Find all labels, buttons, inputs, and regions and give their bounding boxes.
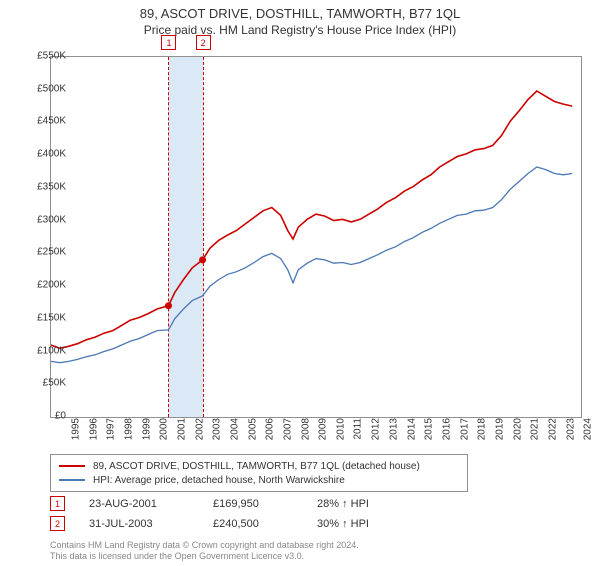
y-tick-label: £550K xyxy=(37,51,66,62)
x-tick-label: 1999 xyxy=(141,418,152,440)
x-tick-label: 1995 xyxy=(70,418,81,440)
y-tick-label: £50K xyxy=(43,378,66,389)
sale-row-1: 1 23-AUG-2001 £169,950 28% ↑ HPI xyxy=(50,496,369,511)
x-tick-label: 2005 xyxy=(247,418,258,440)
x-tick-label: 2016 xyxy=(441,418,452,440)
line-plot xyxy=(51,57,581,417)
legend-label: 89, ASCOT DRIVE, DOSTHILL, TAMWORTH, B77… xyxy=(93,461,420,472)
x-tick-label: 1996 xyxy=(88,418,99,440)
legend-label: HPI: Average price, detached house, Nort… xyxy=(93,475,345,486)
sale-date: 23-AUG-2001 xyxy=(89,498,189,510)
sale-price: £240,500 xyxy=(213,518,293,530)
x-tick-label: 2017 xyxy=(459,418,470,440)
x-tick-label: 2000 xyxy=(159,418,170,440)
y-tick-label: £0 xyxy=(55,411,66,422)
sale-delta: 30% ↑ HPI xyxy=(317,518,369,530)
series-price_paid xyxy=(51,91,572,348)
x-tick-label: 2021 xyxy=(530,418,541,440)
sale-delta: 28% ↑ HPI xyxy=(317,498,369,510)
sale-marker-2: 2 xyxy=(196,35,211,50)
x-tick-label: 2009 xyxy=(318,418,329,440)
x-tick-label: 2002 xyxy=(194,418,205,440)
footer-attribution: Contains HM Land Registry data © Crown c… xyxy=(50,540,359,562)
sale-date: 31-JUL-2003 xyxy=(89,518,189,530)
x-tick-label: 2001 xyxy=(176,418,187,440)
x-tick-label: 2004 xyxy=(229,418,240,440)
x-tick-label: 2023 xyxy=(565,418,576,440)
sale-point xyxy=(199,256,206,263)
legend-row: 89, ASCOT DRIVE, DOSTHILL, TAMWORTH, B77… xyxy=(59,459,459,473)
sale-row-2: 2 31-JUL-2003 £240,500 30% ↑ HPI xyxy=(50,516,369,531)
y-tick-label: £150K xyxy=(37,312,66,323)
x-tick-label: 2022 xyxy=(547,418,558,440)
legend-box: 89, ASCOT DRIVE, DOSTHILL, TAMWORTH, B77… xyxy=(50,454,468,492)
plot-area: 12 xyxy=(50,56,582,418)
legend-swatch xyxy=(59,465,85,467)
y-tick-label: £250K xyxy=(37,247,66,258)
x-tick-label: 1998 xyxy=(123,418,134,440)
x-tick-label: 2010 xyxy=(335,418,346,440)
y-tick-label: £350K xyxy=(37,181,66,192)
chart-title: 89, ASCOT DRIVE, DOSTHILL, TAMWORTH, B77… xyxy=(0,6,600,21)
x-tick-label: 2024 xyxy=(583,418,594,440)
y-tick-label: £500K xyxy=(37,83,66,94)
x-tick-label: 2003 xyxy=(212,418,223,440)
footer-line1: Contains HM Land Registry data © Crown c… xyxy=(50,540,359,551)
y-tick-label: £400K xyxy=(37,149,66,160)
x-tick-label: 2007 xyxy=(282,418,293,440)
x-tick-label: 2006 xyxy=(265,418,276,440)
x-tick-label: 2020 xyxy=(512,418,523,440)
x-tick-label: 2015 xyxy=(424,418,435,440)
chart-container: 89, ASCOT DRIVE, DOSTHILL, TAMWORTH, B77… xyxy=(0,6,600,566)
x-tick-label: 2014 xyxy=(406,418,417,440)
sale-point xyxy=(165,302,172,309)
y-tick-label: £200K xyxy=(37,280,66,291)
sale-price: £169,950 xyxy=(213,498,293,510)
y-tick-label: £450K xyxy=(37,116,66,127)
y-tick-label: £100K xyxy=(37,345,66,356)
x-tick-label: 2011 xyxy=(352,418,363,440)
x-tick-label: 2019 xyxy=(494,418,505,440)
y-tick-label: £300K xyxy=(37,214,66,225)
legend-swatch xyxy=(59,479,85,481)
x-tick-label: 1997 xyxy=(106,418,117,440)
sale-marker-1: 1 xyxy=(161,35,176,50)
x-tick-label: 2012 xyxy=(371,418,382,440)
sale-num-box: 2 xyxy=(50,516,65,531)
x-tick-label: 2013 xyxy=(388,418,399,440)
sale-num-box: 1 xyxy=(50,496,65,511)
x-tick-label: 2008 xyxy=(300,418,311,440)
series-hpi xyxy=(51,167,572,363)
x-tick-label: 2018 xyxy=(477,418,488,440)
chart-subtitle: Price paid vs. HM Land Registry's House … xyxy=(0,23,600,37)
legend-row: HPI: Average price, detached house, Nort… xyxy=(59,473,459,487)
